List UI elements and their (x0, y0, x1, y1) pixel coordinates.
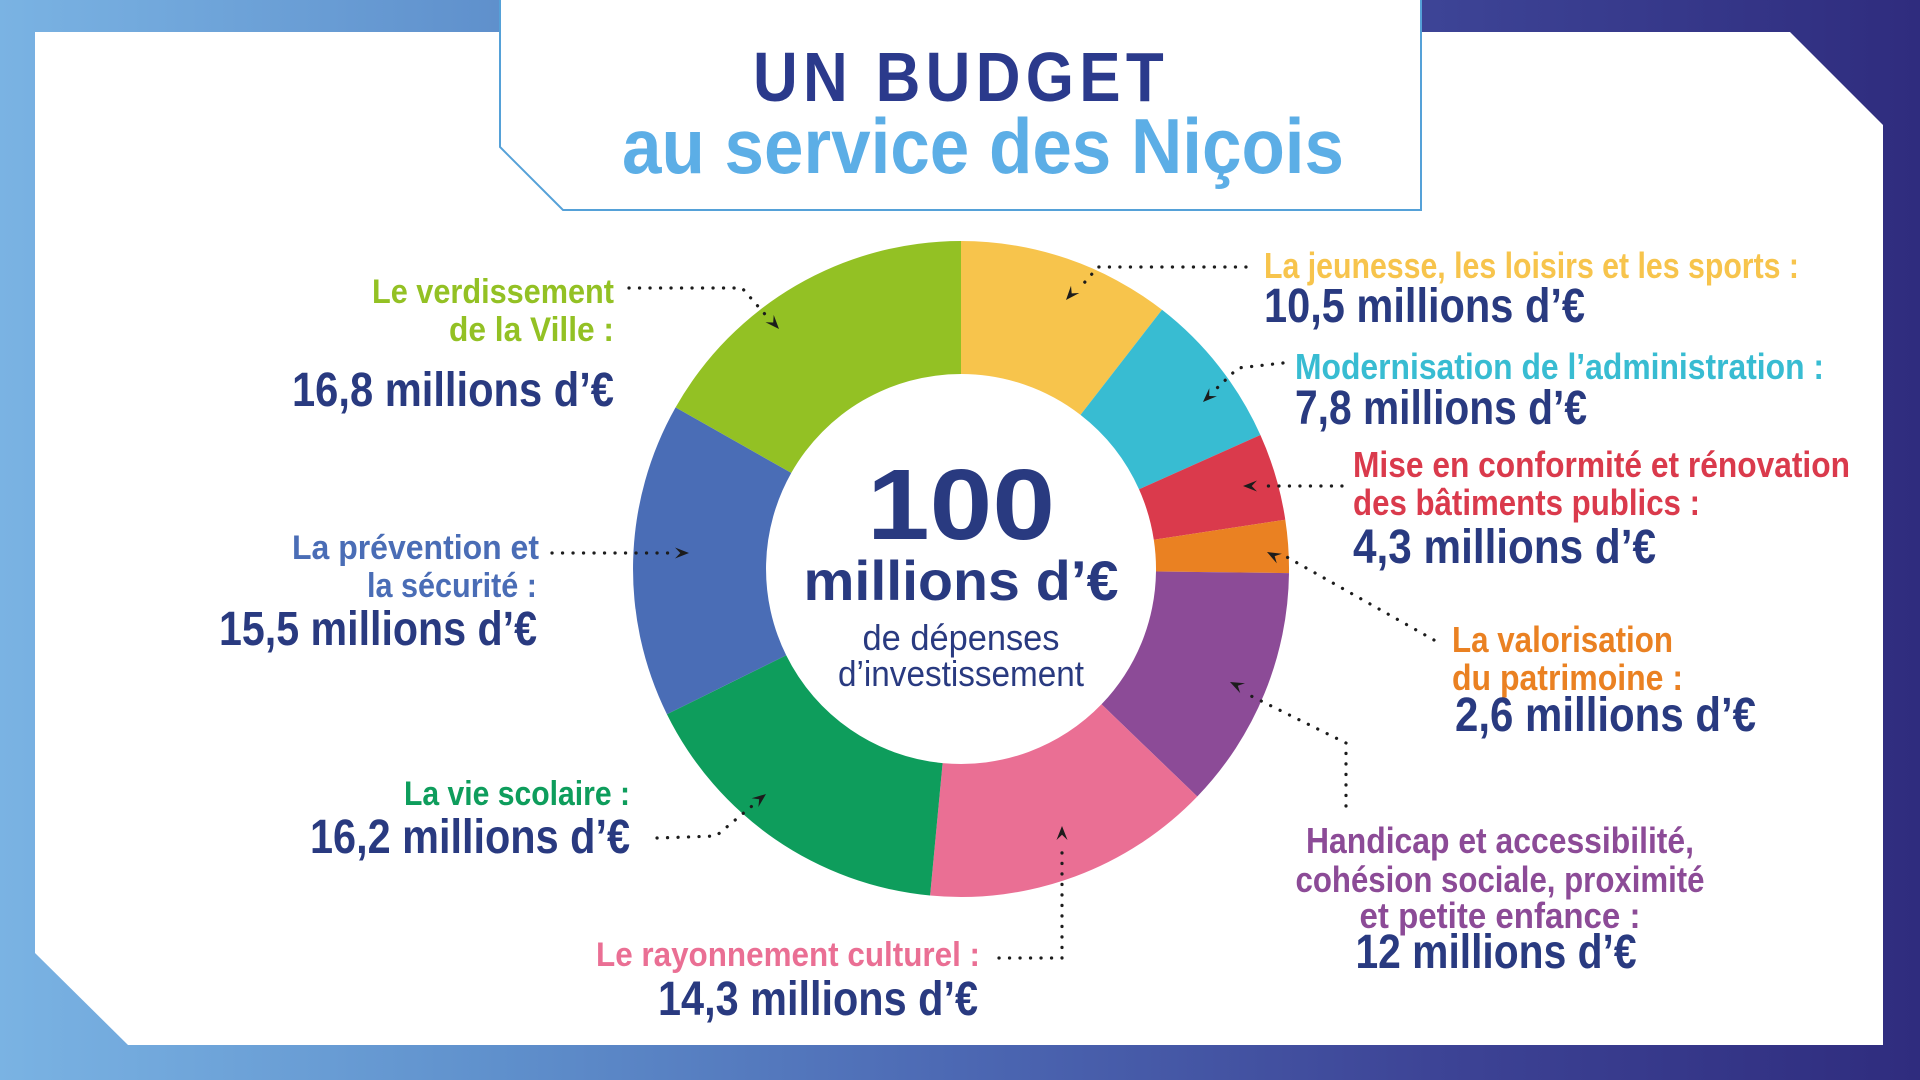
svg-text:du patrimoine :: du patrimoine : (1452, 657, 1683, 698)
svg-text:au service des Niçois: au service des Niçois (622, 102, 1344, 190)
svg-text:16,8 millions d’€: 16,8 millions d’€ (292, 364, 614, 417)
svg-text:7,8 millions d’€: 7,8 millions d’€ (1295, 382, 1587, 435)
svg-text:La jeunesse, les loisirs et le: La jeunesse, les loisirs et les sports : (1264, 245, 1799, 286)
svg-text:Mise en conformité et rénovati: Mise en conformité et rénovation (1353, 444, 1850, 485)
svg-text:et petite enfance :: et petite enfance : (1360, 895, 1641, 936)
svg-text:14,3 millions d’€: 14,3 millions d’€ (658, 973, 978, 1026)
svg-text:des bâtiments publics :: des bâtiments publics : (1353, 482, 1700, 523)
svg-text:16,2 millions d’€: 16,2 millions d’€ (310, 811, 630, 864)
svg-text:d’investissement: d’investissement (838, 653, 1084, 694)
svg-text:100: 100 (867, 449, 1055, 561)
svg-text:de dépenses: de dépenses (863, 617, 1060, 658)
svg-text:12 millions d’€: 12 millions d’€ (1356, 926, 1637, 979)
svg-text:La vie scolaire :: La vie scolaire : (404, 775, 630, 813)
svg-text:Le rayonnement culturel :: Le rayonnement culturel : (596, 936, 980, 974)
svg-text:cohésion sociale, proximité: cohésion sociale, proximité (1296, 859, 1705, 900)
svg-text:2,6 millions d’€: 2,6 millions d’€ (1455, 689, 1756, 742)
svg-text:4,3 millions d’€: 4,3 millions d’€ (1353, 521, 1656, 574)
svg-text:UN BUDGET: UN BUDGET (753, 38, 1169, 116)
svg-text:10,5 millions d’€: 10,5 millions d’€ (1264, 280, 1585, 333)
svg-text:Modernisation de l’administrat: Modernisation de l’administration : (1295, 346, 1824, 387)
svg-text:Handicap et accessibilité,: Handicap et accessibilité, (1306, 820, 1694, 861)
svg-text:Le verdissement: Le verdissement (372, 273, 614, 311)
svg-text:millions d’€: millions d’€ (804, 549, 1119, 612)
svg-text:La prévention et: La prévention et (292, 529, 539, 567)
svg-text:15,5 millions d’€: 15,5 millions d’€ (219, 603, 537, 656)
svg-text:de la Ville :: de la Ville : (449, 311, 614, 349)
svg-text:La valorisation: La valorisation (1452, 619, 1673, 660)
svg-text:la sécurité :: la sécurité : (367, 567, 537, 605)
